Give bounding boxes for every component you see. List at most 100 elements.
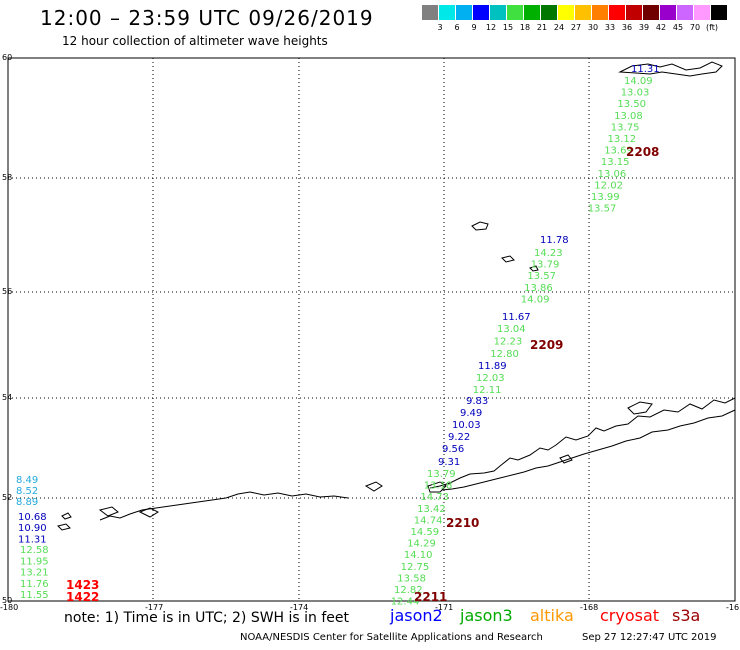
wave-height-value: 11.95 xyxy=(20,556,49,567)
color-scale-label: 30 xyxy=(587,23,599,32)
wave-height-value: 14.59 xyxy=(411,527,440,538)
wave-height-value: 12.82 xyxy=(394,585,423,596)
wave-height-value: 9.83 xyxy=(466,396,488,407)
color-scale-label: 21 xyxy=(536,23,548,32)
legend-item-jason2: jason2 xyxy=(390,606,443,625)
alaska-peninsula xyxy=(429,397,736,491)
lat-label: 50 xyxy=(2,596,12,605)
pass-time-label: 2208 xyxy=(626,145,659,159)
color-scale-unit: (ft) xyxy=(706,23,719,32)
lon-axis-labels: -180 -177 -174 -171 -168 -16 xyxy=(0,603,739,612)
color-swatch xyxy=(694,5,710,20)
pass-time-label: 2211 xyxy=(414,590,447,604)
unimak-island xyxy=(427,481,447,493)
color-swatch xyxy=(490,5,506,20)
color-swatch xyxy=(473,5,489,20)
wave-height-value: 10.90 xyxy=(18,523,47,534)
pass-time-label: 1423 xyxy=(66,578,99,592)
footer-note: note: 1) Time is in UTC; 2) SWH is in fe… xyxy=(64,610,350,626)
umnak-island xyxy=(364,481,383,492)
wave-height-value: 13.79 xyxy=(427,469,456,480)
wave-height-value: 14.74 xyxy=(414,515,443,526)
wave-height-value: 10.03 xyxy=(452,420,481,431)
color-scale-label: 39 xyxy=(638,23,650,32)
wave-height-value: 13.86 xyxy=(524,283,553,294)
wave-height-value: 13.79 xyxy=(531,260,560,271)
alaska-coast-north xyxy=(618,61,723,77)
color-swatch xyxy=(592,5,608,20)
lat-label: 60 xyxy=(2,53,12,62)
lat-label: 58 xyxy=(2,173,12,182)
wave-height-value: 12.23 xyxy=(494,336,523,347)
color-swatch xyxy=(660,5,676,20)
lon-label: -171 xyxy=(435,603,453,612)
plot-frame xyxy=(7,57,736,602)
color-scale-label: 12 xyxy=(485,23,497,32)
wave-height-value: 14.09 xyxy=(624,76,653,87)
color-scale-label: 18 xyxy=(519,23,531,32)
color-scale-label: 33 xyxy=(604,23,616,32)
color-swatch xyxy=(711,5,727,20)
grid-lines xyxy=(8,58,735,601)
color-swatch xyxy=(575,5,591,20)
wave-height-value: 11.31 xyxy=(631,64,660,75)
pass-time-label: 1422 xyxy=(66,590,99,604)
shumagin-island xyxy=(559,454,573,464)
color-scale-label: 24 xyxy=(553,23,565,32)
color-swatch xyxy=(456,5,472,20)
lon-label: -177 xyxy=(145,603,163,612)
legend-item-altika: altika xyxy=(530,606,574,625)
aleutian-island-b xyxy=(98,506,119,517)
color-scale-label: 6 xyxy=(454,23,460,32)
color-swatch xyxy=(609,5,625,20)
color-swatch xyxy=(541,5,557,20)
wave-height-value: 13.15 xyxy=(601,157,630,168)
color-scale-label: 70 xyxy=(689,23,701,32)
color-swatch xyxy=(558,5,574,20)
wave-height-value: 13.21 xyxy=(20,568,49,579)
wave-height-value: 13.12 xyxy=(608,134,637,145)
wave-height-value: 9.49 xyxy=(460,408,482,419)
wave-height-value: 13.57 xyxy=(588,204,617,215)
color-scale-label: 45 xyxy=(672,23,684,32)
lon-label: -168 xyxy=(580,603,598,612)
wave-height-value: 13.42 xyxy=(417,504,446,515)
wave-height-value: 12.11 xyxy=(473,385,502,396)
wave-height-value: 9.56 xyxy=(442,444,464,455)
color-scale-label: 3 xyxy=(437,23,443,32)
footer-credit: NOAA/NESDIS Center for Satellite Applica… xyxy=(240,632,543,643)
lon-label: -174 xyxy=(290,603,308,612)
wave-height-value: 13.06 xyxy=(598,169,627,180)
chart-title: 12:00 – 23:59 UTC 09/26/2019 xyxy=(40,6,374,30)
pribilof-island-1 xyxy=(471,221,489,231)
wave-height-value: 13.69 xyxy=(604,146,633,157)
wave-height-value: 13.58 xyxy=(397,573,426,584)
color-swatch xyxy=(439,5,455,20)
wave-height-value: 8.52 xyxy=(16,486,38,497)
legend-item-s3a: s3a xyxy=(672,606,701,625)
wave-height-value: 14.73 xyxy=(420,492,449,503)
footer-timestamp: Sep 27 12:27:47 UTC 2019 xyxy=(582,632,717,643)
wave-height-value: 12.03 xyxy=(476,373,505,384)
pass-time-label: 2210 xyxy=(446,516,479,530)
color-swatch xyxy=(643,5,659,20)
wave-height-tracks: 14.0913.0313.5013.0813.7513.1213.6913.15… xyxy=(16,64,660,608)
wave-height-value: 8.49 xyxy=(16,475,38,486)
aleutian-island-d xyxy=(57,523,71,531)
wave-height-value: 11.89 xyxy=(478,361,507,372)
color-swatch xyxy=(677,5,693,20)
aleutian-island-a xyxy=(138,507,160,518)
lat-label: 56 xyxy=(2,287,12,296)
wave-height-value: 11.31 xyxy=(18,534,47,545)
wave-height-value: 13.03 xyxy=(621,88,650,99)
color-swatch xyxy=(626,5,642,20)
wave-height-value: 12.02 xyxy=(594,180,623,191)
kodiak-island xyxy=(627,401,653,415)
pribilof-island-2 xyxy=(501,255,515,263)
wave-height-value: 9.31 xyxy=(438,457,460,468)
color-scale-label: 15 xyxy=(502,23,514,32)
color-scale-label: 27 xyxy=(570,23,582,32)
chart-subtitle: 12 hour collection of altimeter wave hei… xyxy=(62,34,328,48)
wave-height-value: 10.68 xyxy=(18,512,47,523)
